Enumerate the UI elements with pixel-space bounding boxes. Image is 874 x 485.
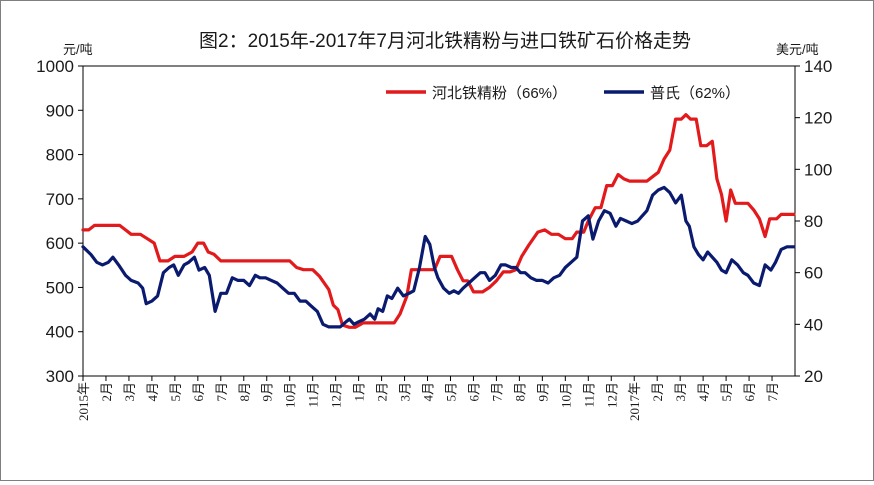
x-tick-label: 2月 (99, 382, 114, 402)
x-tick-label: 6月 (742, 382, 757, 402)
x-tick-label: 10月 (558, 382, 573, 408)
x-tick-label: 4月 (421, 382, 436, 402)
x-tick-label: 5月 (719, 382, 734, 402)
x-tick-label: 2015年 (76, 382, 91, 421)
x-tick-label: 3月 (122, 382, 137, 402)
left-y-tick-label: 400 (46, 323, 74, 342)
right-y-tick-label: 80 (804, 212, 823, 231)
right-y-axis: 20 40 60 80 100 120 140 (795, 57, 832, 386)
x-tick-label: 8月 (237, 382, 252, 402)
right-y-tick-label: 60 (804, 264, 823, 283)
chart-title: 图2：2015年-2017年7月河北铁精粉与进口铁矿石价格走势 (199, 30, 691, 52)
x-tick-label: 4月 (696, 382, 711, 402)
left-y-tick-label: 900 (46, 101, 74, 120)
x-tick-label: 6月 (191, 382, 206, 402)
x-tick-label: 2017年 (627, 382, 642, 421)
x-tick-label: 1月 (352, 382, 367, 402)
x-axis: 2015年 2月 3月 4月 5月 6月 7月 8月 9月 10月 11月 12月 1月 2月 3月 4月 5月… (76, 376, 780, 421)
legend-label: 普氏（62%） (650, 85, 740, 102)
left-y-tick-label: 700 (46, 190, 74, 209)
left-y-tick-label: 1000 (36, 57, 74, 76)
x-tick-label: 8月 (512, 382, 527, 402)
x-tick-label: 4月 (145, 382, 160, 402)
x-tick-label: 11月 (581, 382, 596, 408)
right-y-tick-label: 100 (804, 160, 832, 179)
x-tick-label: 7月 (214, 382, 229, 402)
x-tick-label: 7月 (765, 382, 780, 402)
plot-area (82, 65, 796, 377)
left-y-tick-label: 600 (46, 234, 74, 253)
left-y-tick-label: 500 (46, 278, 74, 297)
x-tick-label: 3月 (398, 382, 413, 402)
x-tick-label: 7月 (489, 382, 504, 402)
left-axis-unit: 元/吨 (63, 42, 93, 57)
x-tick-label: 5月 (168, 382, 183, 402)
x-tick-label: 6月 (466, 382, 481, 402)
x-tick-label: 12月 (329, 382, 344, 408)
x-tick-label: 2月 (375, 382, 390, 402)
x-tick-label: 2月 (650, 382, 665, 402)
hebei-concentrate-line (81, 113, 796, 329)
x-tick-label: 9月 (260, 382, 275, 402)
right-y-tick-label: 20 (804, 367, 823, 386)
series-lines (81, 113, 796, 329)
right-y-tick-label: 120 (804, 109, 832, 128)
x-tick-label: 12月 (604, 382, 619, 408)
legend-label: 河北铁精粉（66%） (432, 85, 567, 102)
right-axis-unit: 美元/吨 (776, 42, 819, 57)
x-tick-label: 11月 (306, 382, 321, 408)
x-tick-label: 9月 (535, 382, 550, 402)
x-tick-label: 10月 (283, 382, 298, 408)
left-y-tick-label: 800 (46, 146, 74, 165)
left-y-tick-label: 300 (46, 367, 74, 386)
platts-line (81, 185, 796, 329)
right-y-tick-label: 140 (804, 57, 832, 76)
x-tick-label: 5月 (443, 382, 458, 402)
right-y-tick-label: 40 (804, 315, 823, 334)
left-y-axis: 300 400 500 600 700 800 900 1000 (36, 57, 83, 386)
x-tick-label: 3月 (673, 382, 688, 402)
legend: 河北铁精粉（66%） 普氏（62%） (386, 85, 740, 102)
